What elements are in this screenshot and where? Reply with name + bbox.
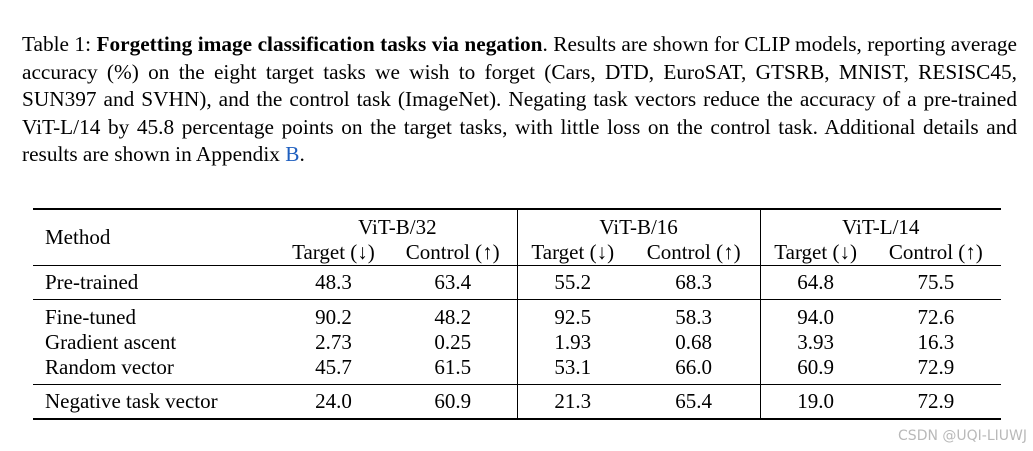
method-cell: Random vector	[45, 355, 174, 379]
subheader-target: Target (↓)	[292, 240, 375, 264]
value-cell: 0.68	[675, 330, 713, 354]
method-cell: Fine-tuned	[33, 299, 279, 330]
value-cell: 75.5	[870, 265, 1001, 300]
caption-end: .	[299, 142, 305, 166]
subheader-control: Control (↑)	[646, 240, 741, 264]
value-cell: 1.93	[516, 330, 628, 355]
method-cell: Pre-trained	[33, 265, 279, 300]
value-cell: 94.0	[759, 299, 871, 330]
method-header: Method	[33, 208, 279, 266]
subheader-target: Target (↓)	[516, 240, 628, 266]
value-cell: 58.3	[627, 299, 761, 330]
value-cell: 60.9	[388, 384, 518, 420]
value-cell: 0.25	[434, 330, 472, 354]
value-cell: 63.4	[388, 265, 518, 300]
table-row: Gradient ascent 2.73 0.25 1.93 0.68 3.93…	[33, 330, 1001, 355]
value-cell: 55.2	[516, 265, 628, 300]
group-header-vitb16: ViT-B/16	[516, 208, 761, 240]
table-caption: Table 1: Forgetting image classification…	[22, 31, 1017, 169]
value-cell: 65.4	[627, 384, 761, 420]
value-cell: 72.6	[870, 299, 1001, 330]
value-cell: 16.3	[917, 330, 955, 354]
watermark: CSDN @UQI-LIUWJ	[898, 428, 1027, 444]
value-cell: 45.7	[315, 355, 352, 379]
value-cell: 53.1	[516, 355, 628, 385]
value-cell: 92.5	[516, 299, 628, 330]
table-row: Negative task vector 24.0 60.9 21.3 65.4…	[33, 384, 1001, 420]
group-header-vitl14: ViT-L/14	[759, 208, 1001, 240]
table-row: Pre-trained 48.3 63.4 55.2 68.3 64.8 75.…	[33, 265, 1001, 300]
value-cell: 2.73	[315, 330, 352, 354]
appendix-link[interactable]: B	[285, 142, 300, 166]
value-cell: 3.93	[759, 330, 871, 355]
value-cell: 48.3	[278, 265, 389, 300]
value-cell: 68.3	[627, 265, 761, 300]
caption-text: . Results are shown for CLIP models, rep…	[22, 32, 1018, 166]
value-cell: 66.0	[675, 355, 713, 379]
value-cell: 24.0	[278, 384, 389, 420]
value-cell: 72.9	[917, 355, 955, 379]
results-table: Method ViT-B/32 ViT-B/16 ViT-L/14 Target…	[33, 208, 1001, 420]
caption-label: Table 1:	[22, 32, 92, 56]
subheader-control: Control (↑)	[405, 240, 500, 264]
value-cell: 60.9	[759, 355, 871, 385]
table-row: Fine-tuned 90.2 48.2 92.5 58.3 94.0 72.6	[33, 299, 1001, 330]
caption-title: Forgetting image classification tasks vi…	[96, 32, 543, 56]
table-row: Random vector 45.7 61.5 53.1 66.0 60.9 7…	[33, 355, 1001, 385]
value-cell: 64.8	[759, 265, 871, 300]
value-cell: 72.9	[870, 384, 1001, 420]
subheader-control: Control (↑)	[888, 240, 983, 264]
group-header-vitb32: ViT-B/32	[278, 208, 518, 240]
value-cell: 19.0	[759, 384, 871, 420]
value-cell: 21.3	[516, 384, 628, 420]
subheader-target: Target (↓)	[759, 240, 871, 266]
value-cell: 48.2	[388, 299, 518, 330]
value-cell: 61.5	[434, 355, 472, 379]
method-cell: Negative task vector	[33, 384, 279, 420]
value-cell: 90.2	[278, 299, 389, 330]
method-cell: Gradient ascent	[45, 330, 177, 354]
